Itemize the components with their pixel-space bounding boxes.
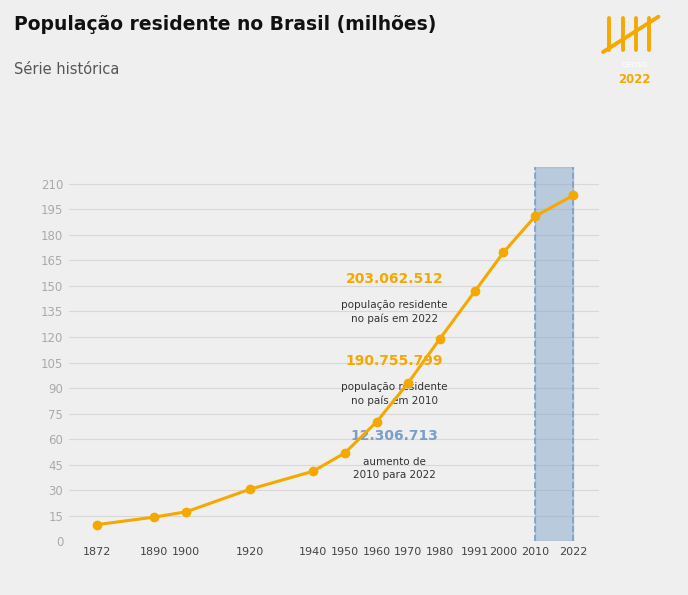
Text: censo: censo	[621, 60, 648, 68]
Text: 203.062.512: 203.062.512	[346, 271, 444, 286]
Text: população residente
no país em 2022: população residente no país em 2022	[341, 300, 448, 324]
Text: 12.306.713: 12.306.713	[351, 429, 438, 443]
Text: 2022: 2022	[619, 73, 651, 86]
Text: população residente
no país em 2010: população residente no país em 2010	[341, 382, 448, 406]
Text: 190.755.799: 190.755.799	[346, 354, 443, 368]
Text: População residente no Brasil (milhões): População residente no Brasil (milhões)	[14, 15, 436, 34]
Bar	[535, 167, 573, 541]
Text: aumento de
2010 para 2022: aumento de 2010 para 2022	[353, 457, 436, 480]
Text: Série histórica: Série histórica	[14, 62, 119, 77]
